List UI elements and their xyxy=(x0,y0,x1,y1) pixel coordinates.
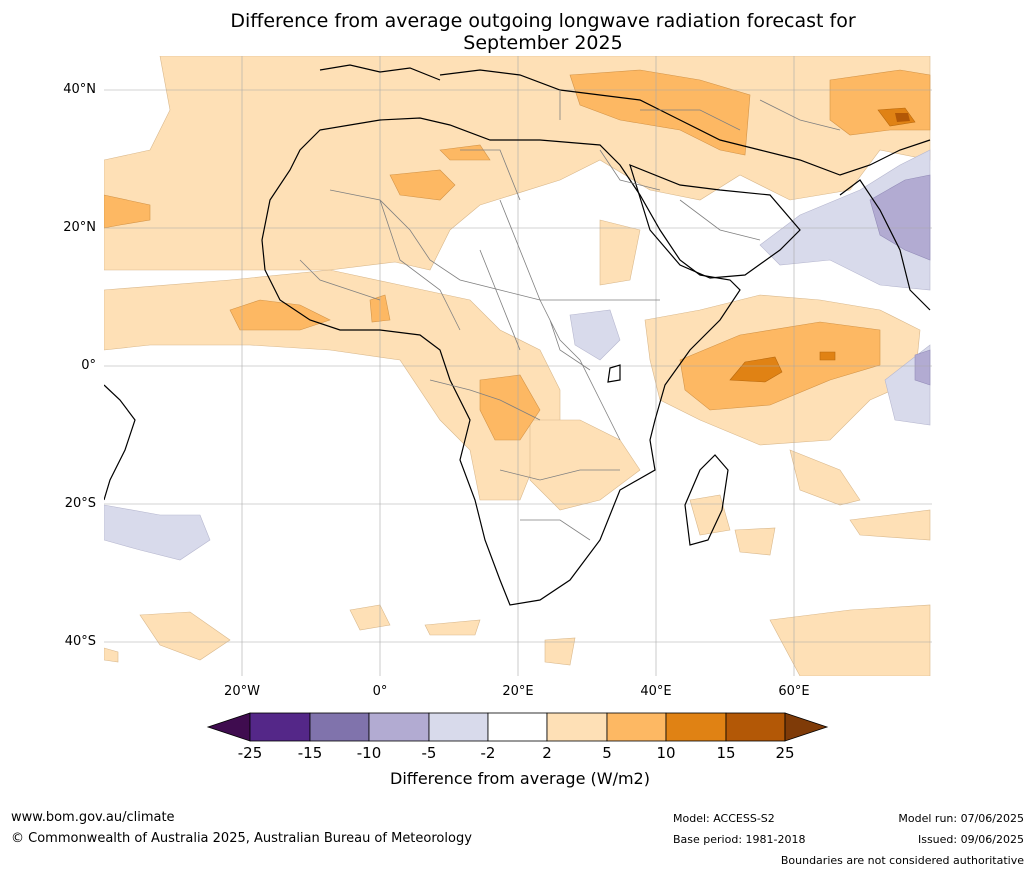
colorbar-segment-7 xyxy=(606,712,667,742)
anomaly-zone-congo xyxy=(479,374,541,441)
colorbar-tick: -10 xyxy=(356,744,382,762)
title-line-2: September 2025 xyxy=(463,32,623,54)
colorbar-segment-2 xyxy=(309,712,370,742)
anomaly-zone-central-asia xyxy=(829,69,931,136)
anomaly-zone-turkey xyxy=(569,69,751,156)
lon-label-40e: 40°E xyxy=(640,684,672,699)
lon-label-0: 0° xyxy=(372,684,388,699)
anomaly-zone-gulf-guinea xyxy=(229,299,331,331)
anomaly-patch-southwest-edge xyxy=(104,647,119,663)
anomaly-patch-southwest-1 xyxy=(139,611,231,661)
colorbar-segment-9 xyxy=(725,712,786,742)
colorbar-tick: 5 xyxy=(602,744,612,762)
colorbar-title: Difference from average (W/m2) xyxy=(390,769,650,788)
graticule xyxy=(104,56,932,676)
lon-label-20w: 20°W xyxy=(224,684,260,699)
anomaly-zone-atlantic-north xyxy=(104,194,151,229)
footer-copyright: © Commonwealth of Australia 2025, Austra… xyxy=(11,831,472,846)
footer-model-run: Model run: 07/06/2025 xyxy=(898,812,1024,825)
colorbar-segment-5 xyxy=(487,712,548,742)
anomaly-zone-south-indian-ocean xyxy=(789,449,861,506)
colorbar-tick: -5 xyxy=(421,744,437,762)
anomaly-zone-madagascar-east xyxy=(689,494,731,536)
footer-issued: Issued: 09/06/2025 xyxy=(917,833,1024,846)
country-borders xyxy=(299,90,841,541)
footer-model: Model: ACCESS-S2 xyxy=(673,812,775,825)
colorbar-extend-high xyxy=(784,712,829,742)
anomaly-zone-south-atlantic xyxy=(104,504,211,561)
lon-label-20e: 20°E xyxy=(502,684,534,699)
anomaly-neg-5-10-areas xyxy=(869,174,931,386)
anomaly-zone-tunisia xyxy=(439,144,491,161)
anomaly-15-25-areas xyxy=(895,113,910,122)
south-america-coastline xyxy=(104,384,136,501)
colorbar-tick: -25 xyxy=(237,744,263,762)
colorbar-tick: 15 xyxy=(716,744,736,762)
footer-url: www.bom.gov.au/climate xyxy=(11,810,175,825)
colorbar-tick: 10 xyxy=(656,744,676,762)
india-coastline xyxy=(839,179,931,311)
anomaly-zone-sudan xyxy=(599,219,641,286)
anomaly-zone-southern-africa xyxy=(529,419,641,511)
anomaly-core-indian-ocean xyxy=(729,356,783,383)
anomaly-zone-far-south-east xyxy=(849,509,931,541)
lon-label-60e: 60°E xyxy=(778,684,810,699)
eurasia-south-coastline xyxy=(439,69,931,176)
map-title: Difference from average outgoing longwav… xyxy=(140,10,946,54)
colorbar-segment-1 xyxy=(249,712,311,742)
lat-label-equator: 0° xyxy=(81,358,96,373)
anomaly-patch-south-2 xyxy=(424,619,481,636)
anomaly-zone-southeast xyxy=(769,604,931,676)
colorbar-extend-low xyxy=(206,712,251,742)
colorbar-segment-4 xyxy=(428,712,489,742)
colorbar-tick: 25 xyxy=(775,744,795,762)
lat-label-20s: 20°S xyxy=(64,496,96,511)
anomaly-zone-bay-of-bengal xyxy=(869,174,931,261)
anomaly-zone-indian-ocean-edge xyxy=(914,349,931,386)
coastlines-and-borders xyxy=(104,64,931,606)
title-line-1: Difference from average outgoing longwav… xyxy=(230,10,856,32)
madagascar-coastline xyxy=(684,454,729,546)
footer-disclaimer: Boundaries are not considered authoritat… xyxy=(780,854,1024,867)
colorbar-segment-6 xyxy=(546,712,608,742)
lat-label-20n: 20°N xyxy=(63,220,96,235)
anomaly-zone-east-africa xyxy=(569,309,621,361)
footer-base-period: Base period: 1981-2018 xyxy=(673,833,806,846)
anomaly-fields xyxy=(104,56,931,676)
anomaly-patch-south-3 xyxy=(544,637,576,666)
africa-coastline xyxy=(261,117,741,606)
anomaly-patch-south-1 xyxy=(734,527,776,556)
colorbar-segment-8 xyxy=(665,712,727,742)
anomaly-peak-central-asia xyxy=(895,113,910,122)
europe-coastline xyxy=(319,64,441,81)
arabian-peninsula-coastline xyxy=(629,163,801,279)
colorbar-tick: 2 xyxy=(542,744,552,762)
anomaly-patch-indian-ocean-small xyxy=(819,351,836,361)
colorbar-segment-3 xyxy=(368,712,430,742)
lake-victoria xyxy=(607,364,621,383)
lat-label-40n: 40°N xyxy=(63,82,96,97)
colorbar-tick: -15 xyxy=(297,744,323,762)
anomaly-zone-algeria xyxy=(389,169,456,201)
colorbar-tick: -2 xyxy=(480,744,496,762)
colorbar xyxy=(206,712,829,742)
lat-label-40s: 40°S xyxy=(64,634,96,649)
